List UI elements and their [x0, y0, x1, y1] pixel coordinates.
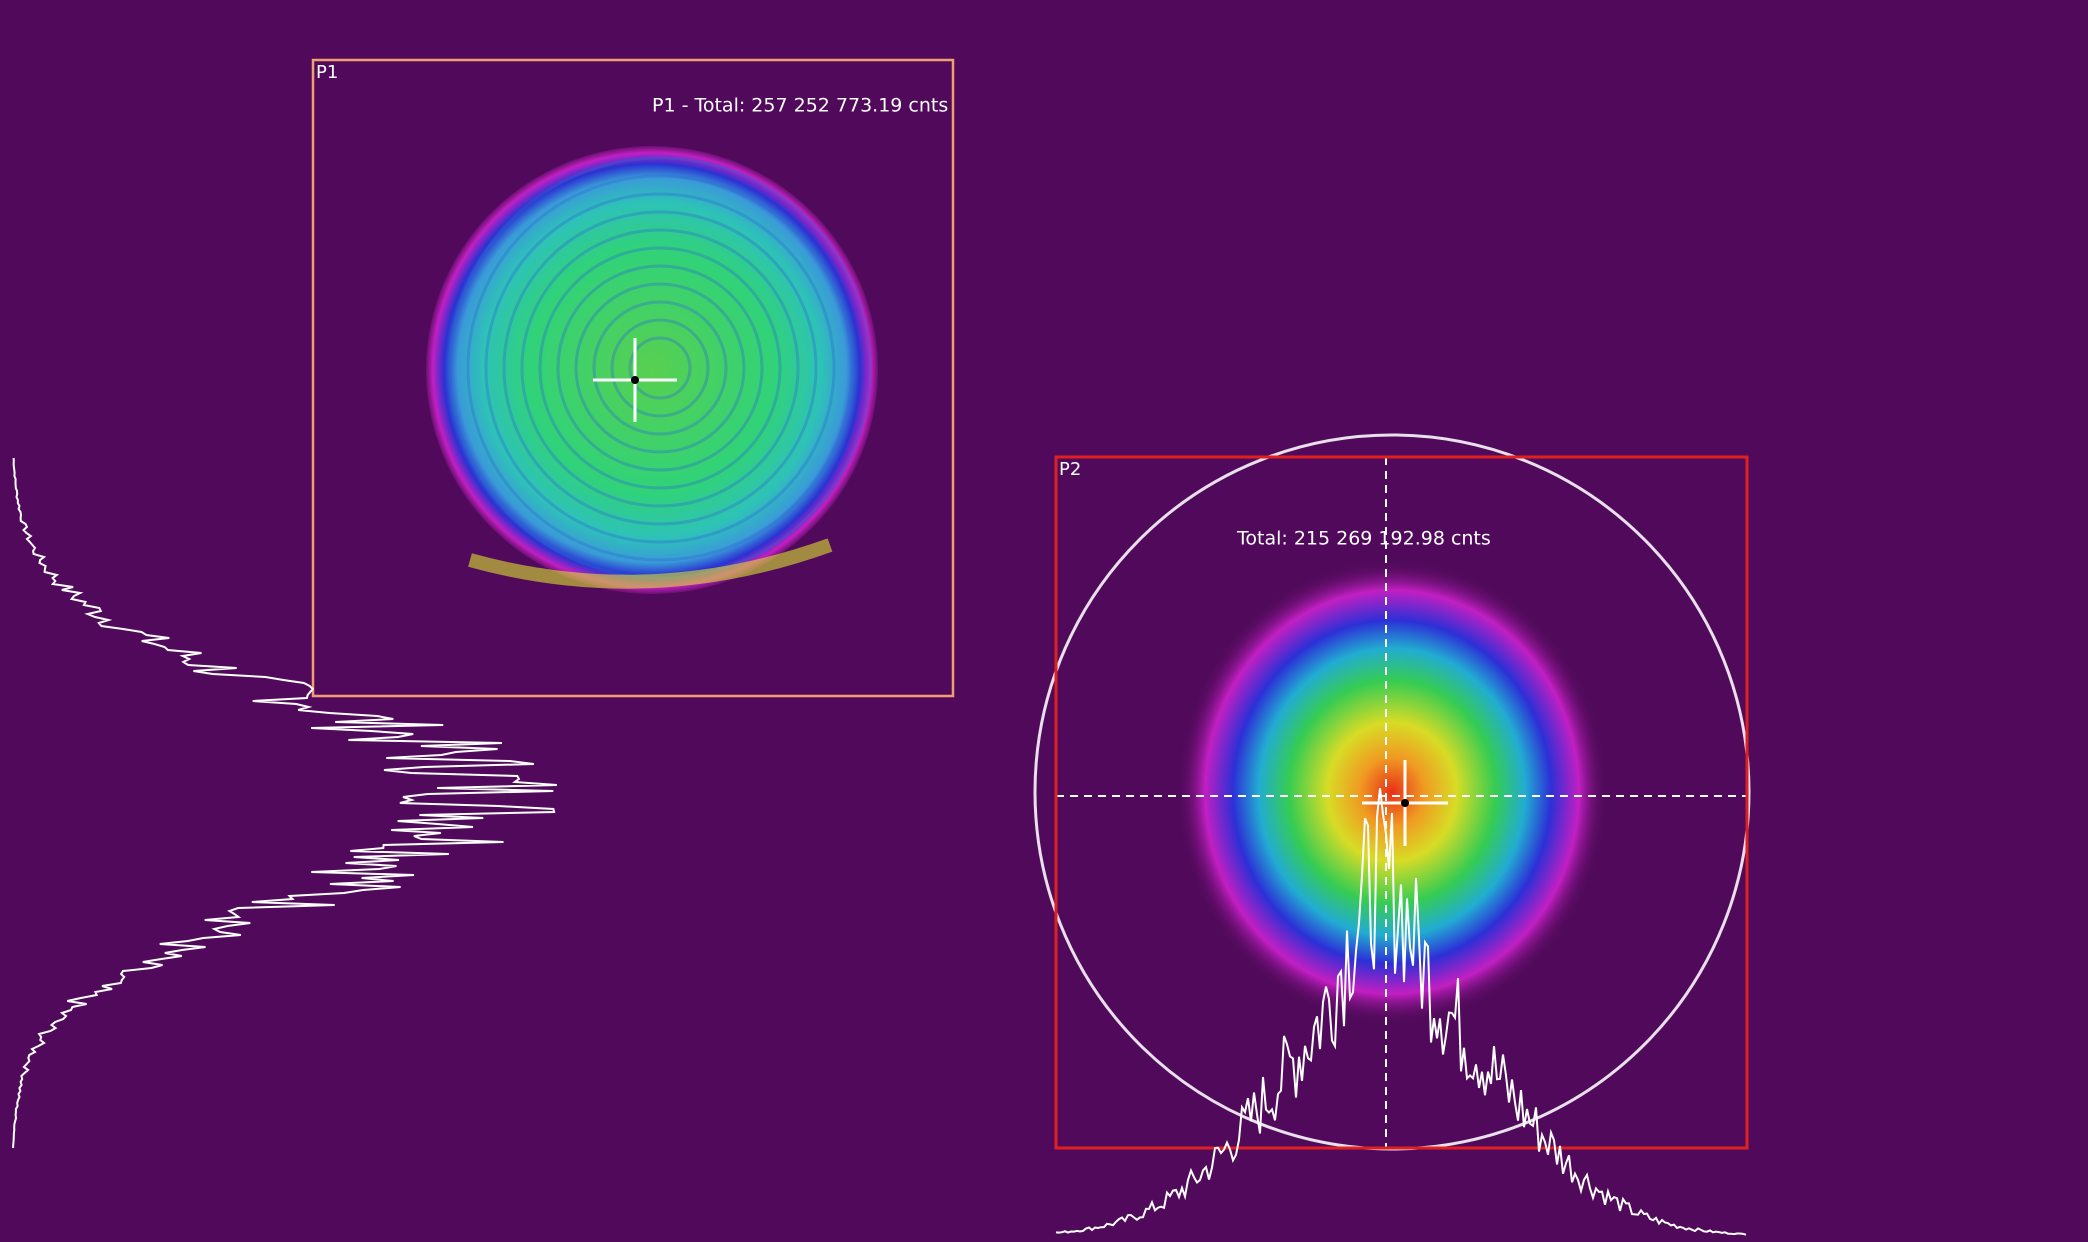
- beam-hotspot: [468, 538, 833, 589]
- region-total: Total: 215 269 192.98 cnts: [1236, 528, 1491, 550]
- ring: [484, 192, 836, 544]
- horizontal-profile: [1055, 788, 1747, 1236]
- ring: [574, 282, 746, 454]
- region-label: P2: [1059, 459, 1081, 480]
- ring: [466, 174, 854, 562]
- axis-lines: [1056, 457, 1747, 1148]
- ring: [610, 318, 710, 418]
- region-p2[interactable]: [1054, 455, 1749, 1150]
- region-p1[interactable]: [311, 58, 955, 698]
- ring: [628, 336, 692, 400]
- crosshair-center: [1401, 799, 1409, 807]
- ring: [556, 264, 764, 472]
- beam-rings: [448, 156, 872, 580]
- ring: [538, 246, 782, 490]
- vertical-profile: [12, 457, 557, 1149]
- ring: [502, 210, 818, 526]
- crosshair-center: [631, 376, 639, 384]
- region-total: P1 - Total: 257 252 773.19 cnts: [652, 95, 948, 117]
- beam-p2: [1177, 560, 1607, 1024]
- beam-p1: [426, 146, 878, 594]
- ring: [520, 228, 800, 508]
- ring: [592, 300, 728, 436]
- region-label: P1: [316, 62, 338, 83]
